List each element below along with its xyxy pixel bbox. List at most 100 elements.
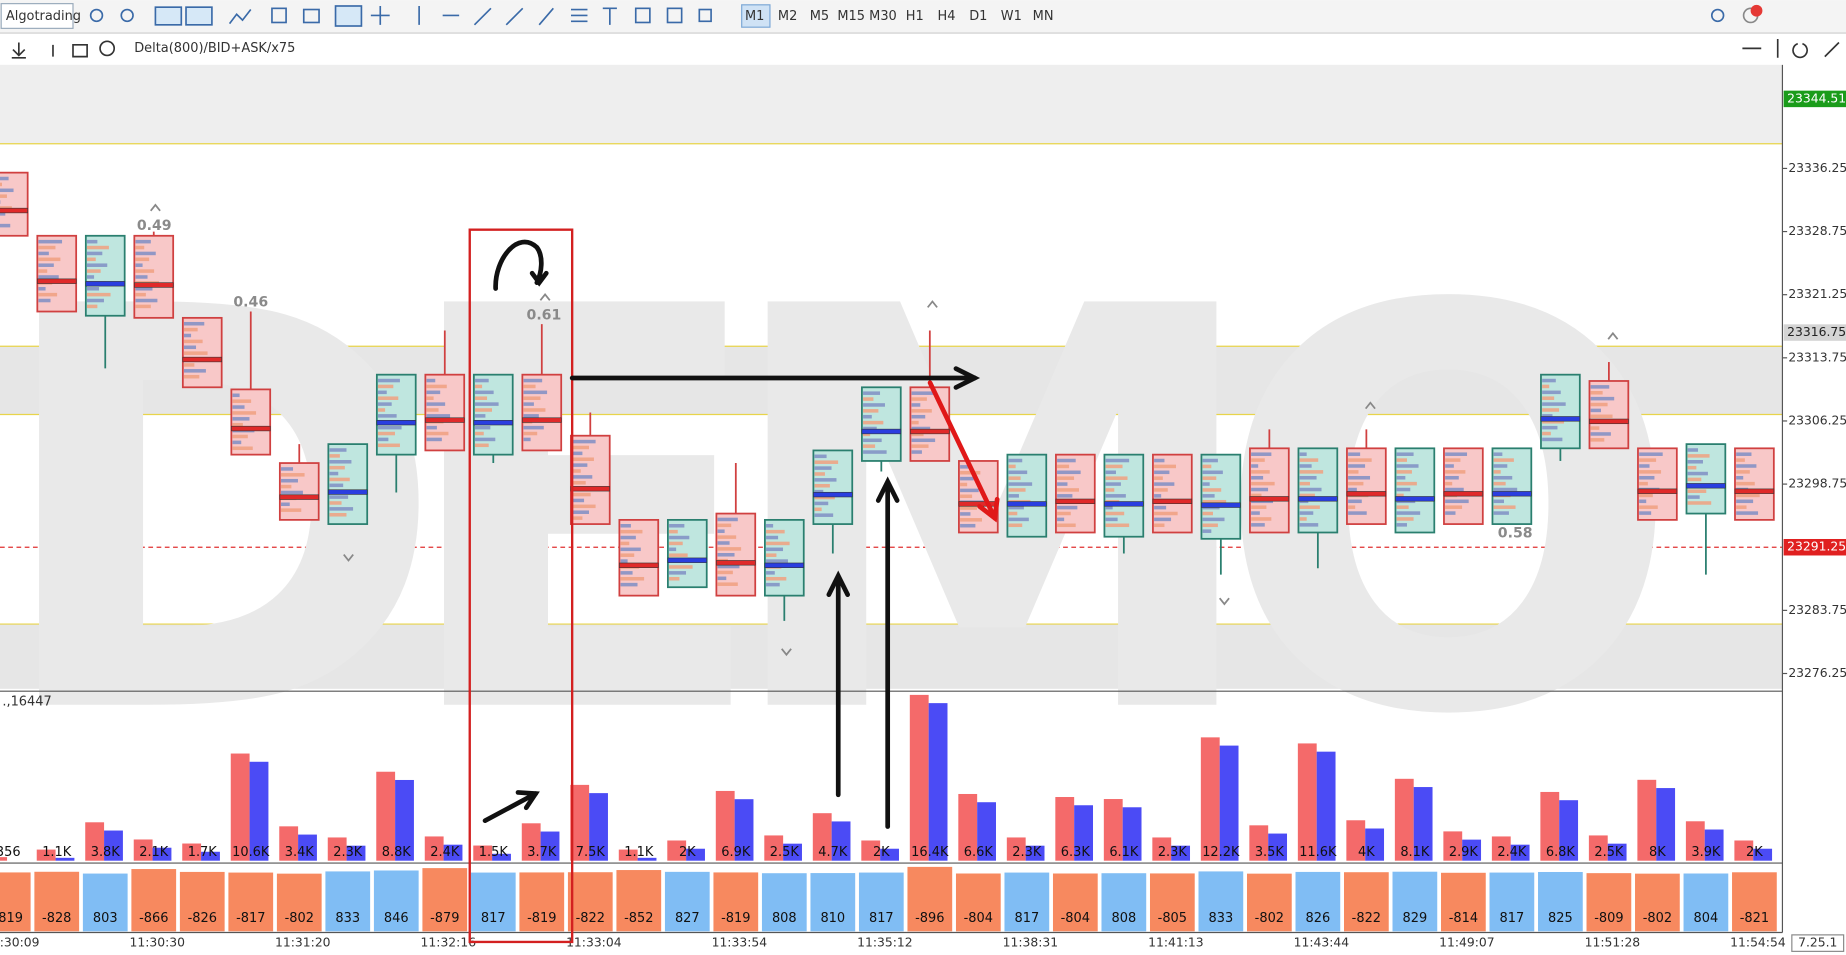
volume-label: 3.7K: [527, 845, 557, 860]
cluster-bar: [232, 393, 240, 398]
cluster-bar: [960, 523, 976, 528]
cluster-bar: [572, 504, 596, 509]
cluster-bar: [620, 541, 630, 546]
timeframe[interactable]: M1: [745, 9, 764, 24]
cluster-bar: [1202, 517, 1225, 522]
volume-buy-bar: [346, 845, 366, 861]
cluster-bar: [1105, 470, 1116, 475]
cluster-bar: [717, 570, 733, 575]
cluster-bar: [572, 492, 591, 497]
cluster-bar: [378, 443, 400, 448]
timeframe[interactable]: M5: [810, 9, 829, 24]
cluster-bar: [38, 239, 63, 244]
cluster-bar: [1057, 476, 1075, 480]
volume-buy-bar: [1559, 800, 1579, 861]
cluster-bar: [184, 351, 208, 355]
cluster-bar: [766, 559, 788, 563]
cluster-bar: [1348, 470, 1359, 474]
delta-label: 803: [93, 911, 118, 926]
volume-sell-bar: [376, 771, 396, 861]
timeframe[interactable]: M15: [837, 9, 865, 24]
account[interactable]: Algotrading: [6, 9, 81, 24]
volume-buy-bar: [1219, 745, 1239, 861]
cluster-bar: [1251, 452, 1272, 456]
cluster-bar: [1105, 511, 1125, 516]
timeframe[interactable]: W1: [1001, 9, 1022, 24]
timeframe[interactable]: M30: [869, 9, 897, 24]
toolbar-icons[interactable]: [89, 5, 1759, 27]
cluster-bar: [1542, 378, 1556, 383]
price-tag: [1783, 324, 1846, 341]
cluster-bar: [87, 239, 98, 244]
time-axis: [0, 933, 1846, 955]
cluster-bar: [1542, 408, 1560, 412]
timeframe[interactable]: H4: [938, 9, 956, 24]
delta-bar: [713, 872, 759, 932]
fractal-markers: [150, 203, 1619, 657]
cluster-bar: [1687, 448, 1699, 452]
time-label: 11:49:07: [1439, 936, 1495, 950]
cluster-bar: [135, 251, 156, 256]
cluster-bar: [523, 414, 539, 418]
volume-buy-bar: [1074, 805, 1094, 861]
cluster-bar: [1736, 475, 1744, 480]
cluster-bar: [1348, 452, 1361, 456]
timeframe[interactable]: D1: [969, 9, 987, 24]
price-tag: [1783, 90, 1846, 108]
cluster-bar: [1736, 470, 1750, 474]
volume-sell-bar: [1055, 797, 1075, 861]
cluster-bar: [1202, 482, 1210, 486]
timeframe[interactable]: H1: [906, 9, 924, 24]
cluster-bar: [1396, 487, 1411, 492]
cluster-bar: [766, 576, 787, 581]
timeframe[interactable]: M2: [778, 9, 797, 24]
cluster-bar: [669, 553, 688, 557]
cluster-bar: [863, 391, 881, 395]
cluster-bar: [1542, 419, 1565, 424]
version: 7.25.1: [1798, 936, 1837, 950]
volume-buy-bar: [1753, 848, 1773, 861]
cluster-bar: [620, 576, 645, 581]
volume-buy-bar: [443, 844, 463, 861]
volume-buy-bar: [637, 857, 657, 861]
cluster-bar: [1348, 499, 1362, 504]
account-box[interactable]: [0, 3, 74, 29]
volume-buy-bar: [104, 830, 123, 861]
poc: [861, 428, 902, 435]
poc: [279, 494, 319, 500]
delta-bar: [1489, 872, 1535, 932]
volume-buy-bar: [880, 848, 899, 861]
cluster-bar: [1687, 460, 1703, 464]
cluster-bar: [87, 269, 101, 273]
cluster-bar: [0, 212, 6, 216]
delta-label: 829: [1403, 911, 1428, 926]
volume-buy-bar: [152, 847, 172, 861]
volume-label: 12.2K: [1202, 845, 1240, 860]
cluster-bar: [1299, 452, 1307, 456]
timeframe[interactable]: MN: [1033, 9, 1054, 24]
cluster-bar: [1251, 481, 1275, 486]
cluster-bar: [426, 414, 451, 418]
delta-label: -822: [576, 911, 605, 926]
volume-label: 2.1K: [139, 845, 169, 860]
volume-sell-bar: [764, 835, 784, 861]
active-timeframe[interactable]: [741, 4, 771, 28]
cluster-bar: [814, 472, 825, 476]
cluster-bar: [1639, 511, 1652, 515]
poc: [1686, 483, 1726, 489]
cluster-bar: [766, 553, 777, 557]
delta-label: 827: [675, 911, 700, 926]
cluster-bar: [1202, 464, 1212, 469]
volume-label: 2.3K: [333, 845, 363, 860]
cluster-bar: [766, 535, 779, 540]
cluster-bar: [766, 547, 784, 552]
cluster-bar: [1057, 464, 1070, 469]
cluster-bar: [378, 396, 399, 400]
delta-bar: [373, 870, 419, 932]
header-icons[interactable]: [11, 38, 1840, 59]
time-label: 11:30:09: [0, 936, 40, 950]
cluster-bar: [960, 506, 978, 510]
cluster-bar: [1590, 426, 1600, 430]
cluster-bar: [475, 408, 492, 412]
cluster-bar: [1299, 505, 1320, 509]
